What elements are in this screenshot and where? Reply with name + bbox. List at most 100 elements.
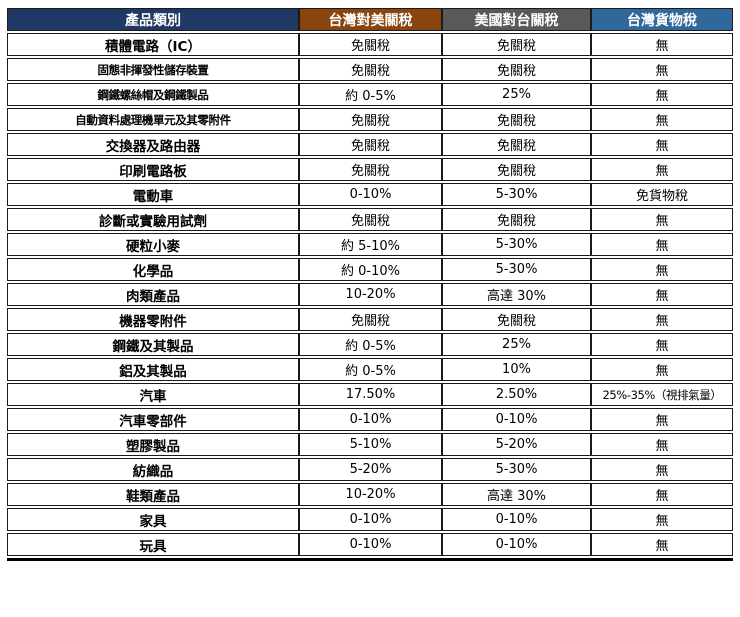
tariff-value-cell: 10-20% <box>299 283 442 306</box>
tariff-value-cell: 無 <box>591 408 733 431</box>
header-row: 產品類別 台灣對美關稅 美國對台關稅 台灣貨物稅 <box>7 8 733 31</box>
column-header-3: 台灣貨物稅 <box>591 8 733 31</box>
table-row: 鋁及其製品約 0-5% 10% 無 <box>7 358 733 381</box>
tariff-value-cell: 免關稅 <box>299 208 442 231</box>
tariff-value-cell: 17.50% <box>299 383 442 406</box>
tariff-value-cell: 免關稅 <box>442 208 591 231</box>
tariff-value-cell: 0-10% <box>442 408 591 431</box>
product-category-cell: 化學品 <box>7 258 299 281</box>
tariff-value-cell: 無 <box>591 233 733 256</box>
tariff-value-cell: 免關稅 <box>299 133 442 156</box>
tariff-value-cell: 免關稅 <box>299 308 442 331</box>
product-category-cell: 鋁及其製品 <box>7 358 299 381</box>
table-row: 塑膠製品 5-10% 5-20% 無 <box>7 433 733 456</box>
product-category-cell: 紡織品 <box>7 458 299 481</box>
product-category-cell: 診斷或實驗用試劑 <box>7 208 299 231</box>
tariff-value-cell: 5-10% <box>299 433 442 456</box>
table-row: 診斷或實驗用試劑 免關稅 免關稅無 <box>7 208 733 231</box>
tariff-value-cell: 無 <box>591 133 733 156</box>
tariff-value-cell: 5-30% <box>442 258 591 281</box>
tariff-value-cell: 免關稅 <box>299 33 442 56</box>
table-row: 機器零附件 免關稅 免關稅無 <box>7 308 733 331</box>
tariff-value-cell: 5-30% <box>442 233 591 256</box>
tariff-value-cell: 0-10% <box>299 408 442 431</box>
tariff-value-cell: 25% <box>442 333 591 356</box>
tariff-value-cell: 免關稅 <box>299 58 442 81</box>
tariff-value-cell: 0-10% <box>299 183 442 206</box>
product-category-cell: 肉類產品 <box>7 283 299 306</box>
table-row: 積體電路（IC） 免關稅 免關稅無 <box>7 33 733 56</box>
tariff-comparison-page: 產品類別 台灣對美關稅 美國對台關稅 台灣貨物稅 積體電路（IC） 免關稅 免關稅無固態非… <box>7 6 733 561</box>
tariff-table: 產品類別 台灣對美關稅 美國對台關稅 台灣貨物稅 積體電路（IC） 免關稅 免關稅無固態非… <box>7 6 733 561</box>
tariff-value-cell: 無 <box>591 433 733 456</box>
table-row: 固態非揮發性儲存裝置 免關稅 免關稅無 <box>7 58 733 81</box>
tariff-value-cell: 無 <box>591 333 733 356</box>
tariff-value-cell: 5-20% <box>442 433 591 456</box>
tariff-value-cell: 約 0-5% <box>299 333 442 356</box>
product-category-cell: 機器零附件 <box>7 308 299 331</box>
product-category-cell: 印刷電路板 <box>7 158 299 181</box>
table-row: 硬粒小麥約 5-10% 5-30% 無 <box>7 233 733 256</box>
tariff-value-cell: 5-20% <box>299 458 442 481</box>
tariff-value-cell: 免關稅 <box>442 133 591 156</box>
tariff-value-cell: 0-10% <box>442 508 591 531</box>
product-category-cell: 家具 <box>7 508 299 531</box>
tariff-value-cell: 10% <box>442 358 591 381</box>
tariff-value-cell: 約 0-5% <box>299 83 442 106</box>
table-row: 化學品約 0-10% 5-30% 無 <box>7 258 733 281</box>
tariff-value-cell: 免貨物稅 <box>591 183 733 206</box>
product-category-cell: 交換器及路由器 <box>7 133 299 156</box>
tariff-value-cell: 2.50% <box>442 383 591 406</box>
tariff-value-cell: 無 <box>591 208 733 231</box>
product-category-cell: 鞋類產品 <box>7 483 299 506</box>
product-category-cell: 汽車 <box>7 383 299 406</box>
tariff-value-cell: 無 <box>591 258 733 281</box>
product-category-cell: 鋼鐵螺絲帽及鋼鐵製品 <box>7 83 299 106</box>
table-row: 鋼鐵螺絲帽及鋼鐵製品約 0-5% 25% 無 <box>7 83 733 106</box>
product-category-cell: 電動車 <box>7 183 299 206</box>
tariff-value-cell: 25% <box>442 83 591 106</box>
table-row: 交換器及路由器 免關稅 免關稅無 <box>7 133 733 156</box>
product-category-cell: 汽車零部件 <box>7 408 299 431</box>
tariff-value-cell: 約 0-5% <box>299 358 442 381</box>
tariff-value-cell: 25%-35%（視排氣量） <box>591 383 733 406</box>
tariff-value-cell: 0-10% <box>299 533 442 556</box>
tariff-value-cell: 無 <box>591 533 733 556</box>
table-row: 汽車 17.50% 2.50% 25%-35%（視排氣量） <box>7 383 733 406</box>
tariff-value-cell: 10-20% <box>299 483 442 506</box>
tariff-value-cell: 高達 30% <box>442 483 591 506</box>
tariff-value-cell: 約 0-10% <box>299 258 442 281</box>
table-row: 汽車零部件 0-10% 0-10% 無 <box>7 408 733 431</box>
tariff-value-cell: 無 <box>591 58 733 81</box>
product-category-cell: 玩具 <box>7 533 299 556</box>
table-row: 玩具 0-10% 0-10% 無 <box>7 533 733 556</box>
table-row: 家具 0-10% 0-10% 無 <box>7 508 733 531</box>
tariff-value-cell: 0-10% <box>299 508 442 531</box>
tariff-value-cell: 無 <box>591 33 733 56</box>
tariff-value-cell: 免關稅 <box>442 58 591 81</box>
tariff-value-cell: 免關稅 <box>442 33 591 56</box>
column-header-2: 美國對台關稅 <box>442 8 591 31</box>
tariff-value-cell: 5-30% <box>442 458 591 481</box>
product-category-cell: 固態非揮發性儲存裝置 <box>7 58 299 81</box>
tariff-value-cell: 免關稅 <box>442 158 591 181</box>
product-category-cell: 硬粒小麥 <box>7 233 299 256</box>
table-row: 印刷電路板 免關稅 免關稅無 <box>7 158 733 181</box>
tariff-value-cell: 免關稅 <box>299 108 442 131</box>
product-category-cell: 塑膠製品 <box>7 433 299 456</box>
tariff-value-cell: 無 <box>591 308 733 331</box>
tariff-value-cell: 無 <box>591 458 733 481</box>
product-category-cell: 積體電路（IC） <box>7 33 299 56</box>
column-header-0: 產品類別 <box>7 8 299 31</box>
table-row: 肉類產品 10-20% 高達 30% 無 <box>7 283 733 306</box>
tariff-value-cell: 0-10% <box>442 533 591 556</box>
tariff-value-cell: 免關稅 <box>299 158 442 181</box>
tariff-value-cell: 5-30% <box>442 183 591 206</box>
tariff-value-cell: 無 <box>591 508 733 531</box>
table-row: 紡織品 5-20% 5-30% 無 <box>7 458 733 481</box>
tariff-value-cell: 無 <box>591 158 733 181</box>
tariff-value-cell: 免關稅 <box>442 108 591 131</box>
tariff-value-cell: 無 <box>591 283 733 306</box>
product-category-cell: 鋼鐵及其製品 <box>7 333 299 356</box>
tariff-value-cell: 無 <box>591 108 733 131</box>
